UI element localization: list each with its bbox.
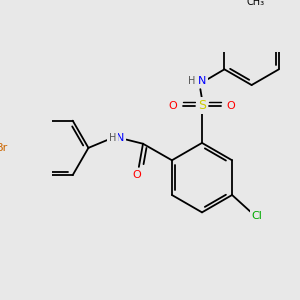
- Text: N: N: [198, 76, 206, 86]
- Text: S: S: [198, 99, 206, 112]
- Text: H: H: [109, 133, 116, 143]
- Text: Cl: Cl: [251, 211, 262, 221]
- Text: O: O: [226, 101, 235, 111]
- Text: H: H: [188, 76, 196, 86]
- Text: N: N: [116, 133, 124, 143]
- Text: O: O: [133, 170, 142, 180]
- Text: Br: Br: [0, 143, 9, 153]
- Text: O: O: [169, 101, 177, 111]
- Text: CH₃: CH₃: [247, 0, 265, 7]
